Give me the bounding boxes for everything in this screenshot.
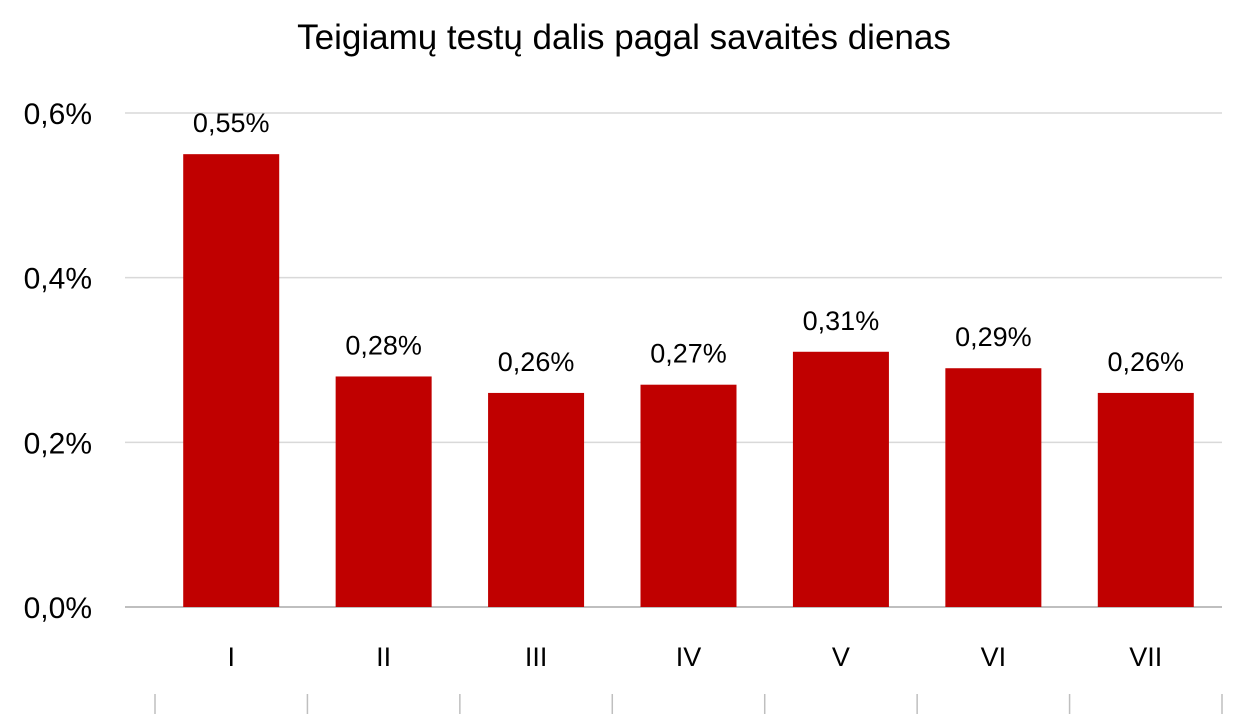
bar [183, 154, 280, 607]
bar [945, 368, 1042, 607]
x-tick-label: II [376, 642, 391, 672]
bar [488, 392, 585, 607]
bar [640, 384, 737, 607]
data-label: 0,55% [193, 108, 270, 138]
y-tick-label: 0,2% [24, 427, 92, 460]
x-tick-label: I [227, 642, 235, 672]
bar [792, 351, 889, 607]
chart-title: Teigiamų testų dalis pagal savaitės dien… [297, 18, 951, 57]
y-tick-label: 0,4% [24, 263, 92, 296]
bar [335, 376, 432, 607]
data-label: 0,26% [1108, 347, 1185, 377]
x-tick-label: III [525, 642, 548, 672]
x-tick-label: IV [676, 642, 702, 672]
data-label: 0,26% [498, 347, 575, 377]
x-tick-label: VII [1129, 642, 1162, 672]
x-tick-label: VI [981, 642, 1007, 672]
x-tick-label: V [832, 642, 850, 672]
data-label: 0,29% [955, 322, 1032, 352]
data-label: 0,27% [650, 339, 727, 369]
data-label: 0,28% [345, 330, 422, 360]
y-tick-label: 0,0% [24, 592, 92, 625]
y-tick-label: 0,6% [24, 98, 92, 131]
bar [1097, 392, 1194, 607]
data-label: 0,31% [803, 306, 880, 336]
